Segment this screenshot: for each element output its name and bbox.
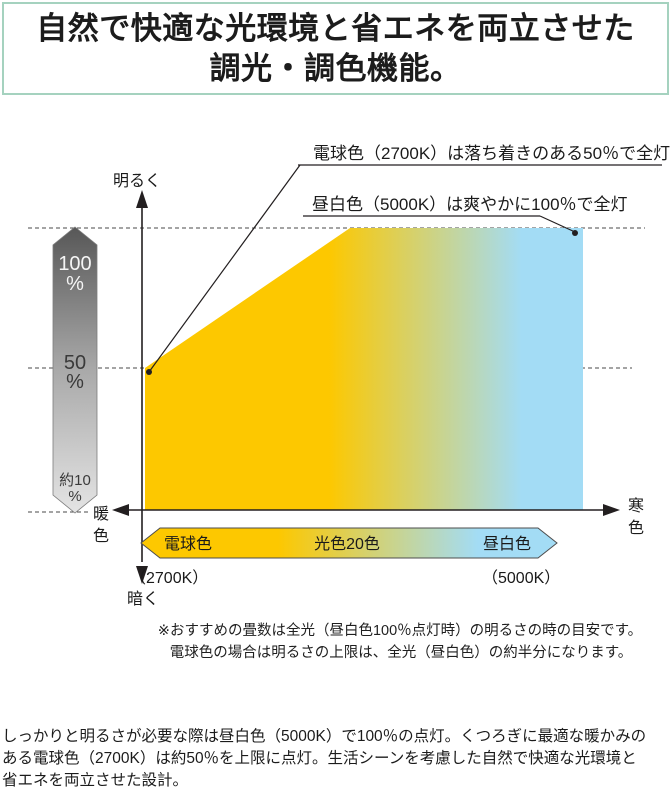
bar-label-20colors: 光色20色 xyxy=(314,535,380,553)
description-line1: しっかりと明るさが必要な際は昼白色（5000K）で100％の点灯。くつろぎに最適… xyxy=(2,728,647,745)
brightness-scale-bar xyxy=(52,226,98,514)
label-warm-char2: 色 xyxy=(93,527,109,545)
scale-50-percent: % xyxy=(66,371,84,393)
label-brighter: 明るく xyxy=(113,173,161,190)
page-title-line1: 自然で快適な光環境と省エネを両立させた xyxy=(36,10,635,46)
dimming-chart-svg: 100 % 50 % 約10 % 明るく 暗く 暖 色 寒 色 電球色（2700… xyxy=(28,144,670,661)
color-temp-arrow-bar xyxy=(140,527,558,559)
description-paragraph: しっかりと明るさが必要な際は昼白色（5000K）で100％の点灯。くつろぎに最適… xyxy=(2,726,671,792)
bar-label-chuhaku: 昼白色 xyxy=(483,535,531,553)
label-cool-char2: 色 xyxy=(628,519,644,537)
label-cool-char1: 寒 xyxy=(628,496,644,515)
scale-50-number: 50 xyxy=(64,352,86,374)
page-title-line2: 調光・調色機能。 xyxy=(209,50,462,86)
scale-10-percent: % xyxy=(68,488,81,505)
callout-chuhaku-dot xyxy=(572,230,578,236)
label-darker: 暗く xyxy=(127,590,159,608)
y-axis-arrow-down-icon xyxy=(136,566,148,584)
x-axis-arrow-right-icon xyxy=(603,504,620,516)
header-title-box: 自然で快適な光環境と省エネを両立させた 調光・調色機能。 xyxy=(2,2,669,95)
dimming-diagram: 100 % 50 % 約10 % 明るく 暗く 暖 色 寒 色 電球色（2700… xyxy=(0,110,671,670)
kelvin-left-label: （2700K） xyxy=(130,569,208,587)
scale-100-percent: % xyxy=(66,273,84,295)
dimming-range-area xyxy=(145,228,583,510)
scale-10-number: 約10 xyxy=(59,472,91,489)
footnote-line2: 電球色の場合は明るさの上限は、全光（昼白色）の約半分になります。 xyxy=(170,643,633,661)
description-line2: ある電球色（2700K）は約50％を上限に点灯。生活シーンを考慮した自然で快適な… xyxy=(2,750,637,767)
bar-label-denkyu: 電球色 xyxy=(164,535,212,553)
scale-100-number: 100 xyxy=(58,253,91,275)
callout-chuhaku-leader-line xyxy=(539,215,576,233)
kelvin-right-label: （5000K） xyxy=(482,569,560,587)
callout-denkyu-leader-line xyxy=(148,164,301,373)
y-axis-arrow-up-icon xyxy=(136,190,148,208)
description-line3: 省エネを両立させた設計。 xyxy=(2,772,189,789)
x-axis-arrow-left-icon xyxy=(112,504,129,516)
callout-denkyu-dot xyxy=(146,369,152,375)
callout-denkyu-text: 電球色（2700K）は落ち着きのある50％で全灯 xyxy=(313,144,670,163)
footnote-line1: ※おすすめの畳数は全光（昼白色100％点灯時）の明るさの時の目安です。 xyxy=(158,621,642,639)
label-warm-char1: 暖 xyxy=(93,505,109,523)
callout-chuhaku-text: 昼白色（5000K）は爽やかに100％で全灯 xyxy=(312,195,628,214)
